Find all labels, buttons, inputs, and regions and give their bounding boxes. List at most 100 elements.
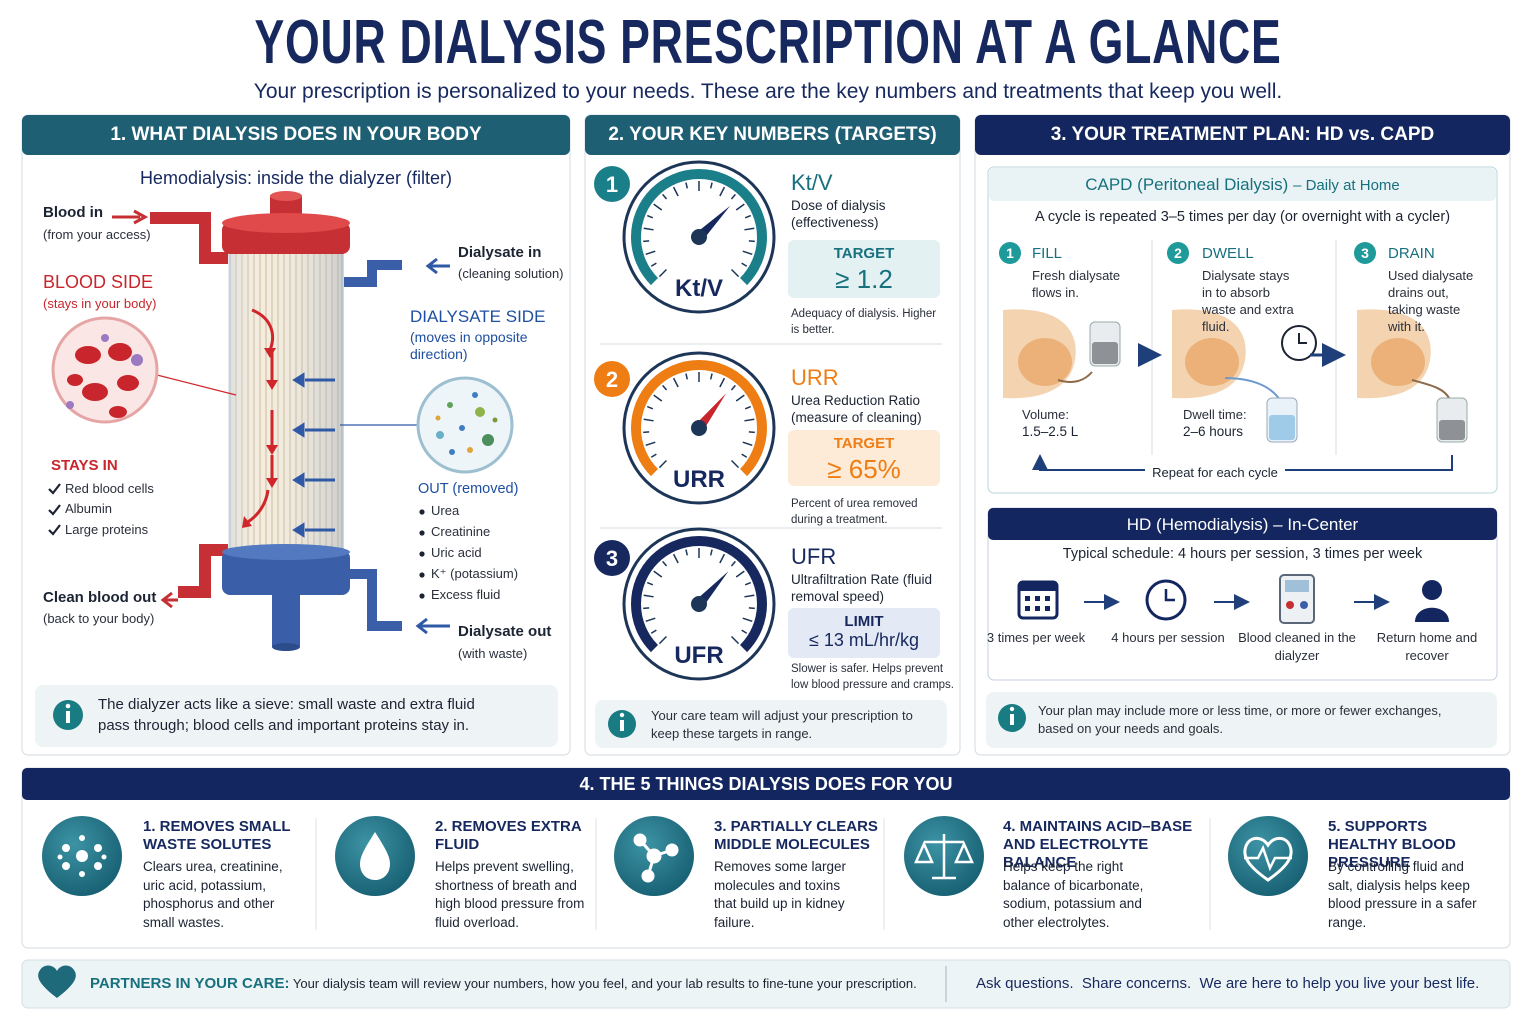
- hd-icons: [1017, 574, 1449, 624]
- gauge-tick: [658, 459, 668, 469]
- number-badge: [594, 540, 630, 576]
- metric-description: Dose of dialysis (effectiveness): [791, 198, 886, 230]
- gauge-tick: [672, 186, 679, 197]
- list-item: Creatinine: [431, 524, 491, 539]
- gauge-tick: [643, 594, 654, 598]
- step-name: DRAIN: [1388, 245, 1435, 262]
- benefit-icons-part-part: [62, 844, 70, 852]
- info-boxes: [35, 685, 1497, 748]
- benefit-title: 2. REMOVES EXTRA FLUID: [435, 818, 582, 853]
- note: (back to your body): [43, 611, 155, 626]
- capd-title-suffix: – Daily at Home: [1293, 177, 1400, 194]
- dialyzer-illustration-part-part: [108, 343, 132, 361]
- dialyzer-illustration-part: [156, 374, 237, 396]
- capd-illustrations-part: [999, 242, 1376, 264]
- list-markers-part-part: [48, 524, 61, 536]
- benefit-icons-part: [1243, 836, 1293, 882]
- capd-illustrations: [999, 242, 1468, 478]
- list-item: K⁺ (potassium): [431, 566, 519, 581]
- gauge-label: URR: [673, 466, 725, 493]
- panel-2-part: [585, 115, 960, 155]
- capd-intro: A cycle is repeated 3–5 times per day (o…: [1034, 209, 1451, 225]
- gauge-arc: [631, 536, 767, 653]
- gauge-tick: [744, 418, 755, 422]
- list-item: Red blood cells: [65, 481, 154, 496]
- dialyzer-illustration-part: [51, 316, 159, 424]
- info-boxes-part-part: [66, 711, 70, 723]
- benefit-icons-part-part: [1228, 816, 1308, 896]
- dialyzer-illustration-part: [415, 617, 450, 635]
- step-name: DWELL: [1202, 245, 1254, 262]
- page-title: YOUR DIALYSIS PRESCRIPTION AT A GLANCE: [254, 8, 1282, 77]
- number-badge: [594, 361, 630, 397]
- dialyzer-illustration-part-part: [292, 372, 305, 388]
- dialyzer-illustration-part-part: [475, 407, 485, 417]
- gauge-tick: [730, 193, 736, 200]
- footer-tagline: Ask questions. Share concerns. We are he…: [976, 975, 1480, 992]
- capd-illustrations-part-part: [1411, 379, 1451, 401]
- gauge-tick: [741, 629, 748, 634]
- dialyzer-illustration-part-part: [75, 346, 101, 364]
- label: Dialysate in: [458, 244, 542, 261]
- gauge-tick: [662, 384, 668, 391]
- info-boxes-part-part: [620, 720, 624, 731]
- note: (cleaning solution): [458, 266, 564, 281]
- gauge-tick: [653, 203, 663, 211]
- benefit-text: Helps keep the right balance of bicarbon…: [1003, 859, 1144, 930]
- gauge-tick: [742, 617, 753, 623]
- hd-icons-part: [1300, 601, 1308, 609]
- dialyzer-illustration-part: [242, 348, 278, 528]
- hd-icons-part: [1422, 580, 1442, 600]
- repeat-label: Repeat for each cycle: [1152, 465, 1278, 480]
- dialyzer-illustration-part: [344, 260, 402, 287]
- capd-illustrations-part-part: [1269, 415, 1295, 440]
- gauge-tick: [650, 629, 657, 634]
- step-text: Dialysate stays in to absorb waste and e…: [1202, 268, 1294, 334]
- gauge-tick: [744, 214, 752, 219]
- section-heading: 2. YOUR KEY NUMBERS (TARGETS): [608, 124, 937, 145]
- benefit-icons-part-part: [633, 833, 647, 847]
- dialyzer-illustration-part: [272, 643, 300, 651]
- metric-description: Ultrafiltration Rate (fluid removal spee…: [791, 572, 933, 604]
- note: (moves in opposite direction): [410, 329, 528, 362]
- list-markers-part-part: [48, 504, 61, 516]
- gauge-tick: [685, 182, 689, 189]
- benefit-icons-part-part: [914, 840, 934, 864]
- label: BLOOD SIDE: [43, 272, 154, 292]
- benefit-icons: [42, 816, 1308, 896]
- gauge-tick: [744, 594, 755, 598]
- dialyzer-illustration-part-part: [459, 425, 465, 431]
- dialyzer-illustration-part-part: [266, 445, 278, 455]
- step-number: 1: [1006, 245, 1014, 261]
- gauge-arc: [631, 360, 767, 477]
- info-boxes-part: [65, 703, 1015, 731]
- step-detail: 2–6 hours: [1183, 424, 1244, 439]
- gauge-tick: [742, 441, 753, 447]
- gauge-tick: [645, 441, 656, 447]
- benefit-icons-part-part: [76, 850, 88, 862]
- gauge-tick: [744, 581, 752, 586]
- benefit-icons-part-part: [62, 862, 70, 870]
- benefit-icons-part-part: [94, 862, 102, 870]
- info-boxes-part: [595, 700, 947, 748]
- list-markers-part: [419, 509, 425, 599]
- benefit-icons-part-part: [665, 843, 679, 857]
- gauge-tick: [658, 635, 668, 645]
- capd-illustrations-part: [1003, 309, 1121, 399]
- note: (stays in your body): [43, 296, 157, 311]
- hd-step-label: 3 times per week: [986, 630, 1086, 645]
- gauge-tick: [719, 186, 726, 197]
- hd-icons-part: [1415, 607, 1449, 622]
- target-label: TARGET: [833, 245, 895, 262]
- label: Dialysate out: [458, 623, 552, 640]
- benefit-icons-part-part: [57, 854, 63, 860]
- hd-icons-part-part: [1035, 596, 1040, 601]
- benefit-text: Helps prevent swelling, shortness of bre…: [435, 859, 585, 930]
- benefit-text: Removes some larger molecules and toxins…: [714, 859, 847, 930]
- footer-label: PARTNERS IN YOUR CARE:: [90, 975, 290, 992]
- dialyzer-illustration-part: [270, 191, 302, 201]
- hd-icons-part: [1025, 596, 1050, 611]
- gauge-tick: [643, 227, 654, 231]
- info-boxes-part-part: [619, 712, 625, 718]
